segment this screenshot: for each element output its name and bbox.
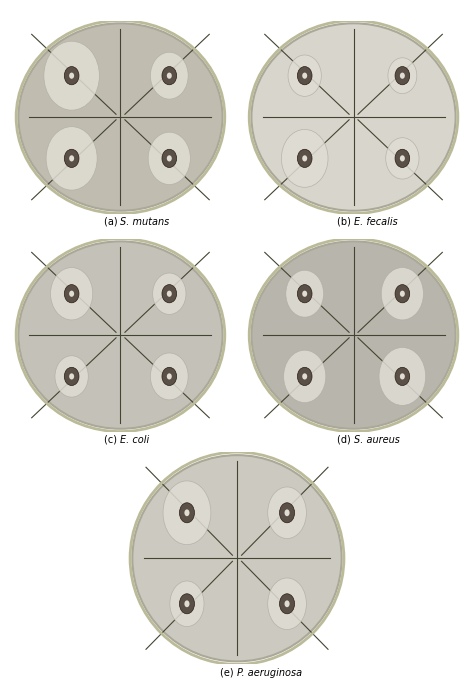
Circle shape: [288, 55, 321, 97]
Circle shape: [64, 66, 79, 85]
Text: P. aeruginosa: P. aeruginosa: [237, 668, 302, 678]
Ellipse shape: [18, 23, 223, 211]
Circle shape: [400, 73, 405, 79]
Circle shape: [297, 367, 312, 386]
Circle shape: [395, 367, 410, 386]
Circle shape: [167, 155, 172, 162]
Circle shape: [167, 373, 172, 379]
Ellipse shape: [132, 455, 342, 662]
Circle shape: [302, 155, 307, 162]
Circle shape: [400, 155, 405, 162]
Text: (d): (d): [337, 435, 354, 445]
Circle shape: [150, 353, 188, 400]
Circle shape: [400, 290, 405, 297]
Circle shape: [302, 373, 307, 379]
Circle shape: [284, 600, 290, 607]
Circle shape: [395, 285, 410, 303]
Circle shape: [395, 66, 410, 85]
Circle shape: [286, 271, 324, 317]
Circle shape: [69, 373, 74, 379]
Circle shape: [69, 155, 74, 162]
Circle shape: [268, 578, 306, 630]
Ellipse shape: [251, 23, 456, 211]
Text: (c): (c): [104, 435, 120, 445]
Circle shape: [388, 58, 417, 94]
Circle shape: [386, 138, 419, 179]
Text: (b): (b): [337, 217, 354, 227]
Text: (e): (e): [220, 668, 237, 678]
Circle shape: [150, 52, 188, 99]
Circle shape: [170, 581, 204, 627]
Circle shape: [280, 503, 294, 523]
Circle shape: [283, 350, 326, 403]
Circle shape: [302, 73, 307, 79]
Circle shape: [280, 594, 294, 614]
Text: S. aureus: S. aureus: [354, 435, 400, 445]
Circle shape: [148, 132, 191, 184]
Circle shape: [64, 285, 79, 303]
Circle shape: [268, 487, 306, 538]
Circle shape: [64, 367, 79, 386]
Circle shape: [379, 347, 426, 406]
Circle shape: [297, 285, 312, 303]
Circle shape: [184, 600, 190, 607]
Circle shape: [162, 66, 177, 85]
Circle shape: [282, 129, 328, 187]
Circle shape: [162, 367, 177, 386]
Circle shape: [167, 73, 172, 79]
Circle shape: [51, 268, 93, 320]
Circle shape: [297, 149, 312, 167]
Circle shape: [162, 285, 177, 303]
Circle shape: [163, 481, 211, 545]
Circle shape: [284, 510, 290, 516]
Circle shape: [69, 73, 74, 79]
Circle shape: [400, 373, 405, 379]
Circle shape: [297, 66, 312, 85]
Text: (a): (a): [104, 217, 120, 227]
Ellipse shape: [251, 241, 456, 429]
Circle shape: [395, 149, 410, 167]
Circle shape: [69, 290, 74, 297]
Circle shape: [64, 149, 79, 167]
Circle shape: [44, 41, 100, 110]
Circle shape: [180, 503, 194, 523]
Text: E. coli: E. coli: [120, 435, 150, 445]
Circle shape: [184, 510, 190, 516]
Ellipse shape: [18, 241, 223, 429]
Text: E. fecalis: E. fecalis: [354, 217, 397, 227]
Circle shape: [46, 127, 97, 190]
Circle shape: [153, 273, 186, 314]
Text: S. mutans: S. mutans: [120, 217, 170, 227]
Circle shape: [55, 356, 88, 397]
Circle shape: [381, 268, 423, 320]
Circle shape: [167, 290, 172, 297]
Circle shape: [302, 290, 307, 297]
Circle shape: [162, 149, 177, 167]
Circle shape: [180, 594, 194, 614]
